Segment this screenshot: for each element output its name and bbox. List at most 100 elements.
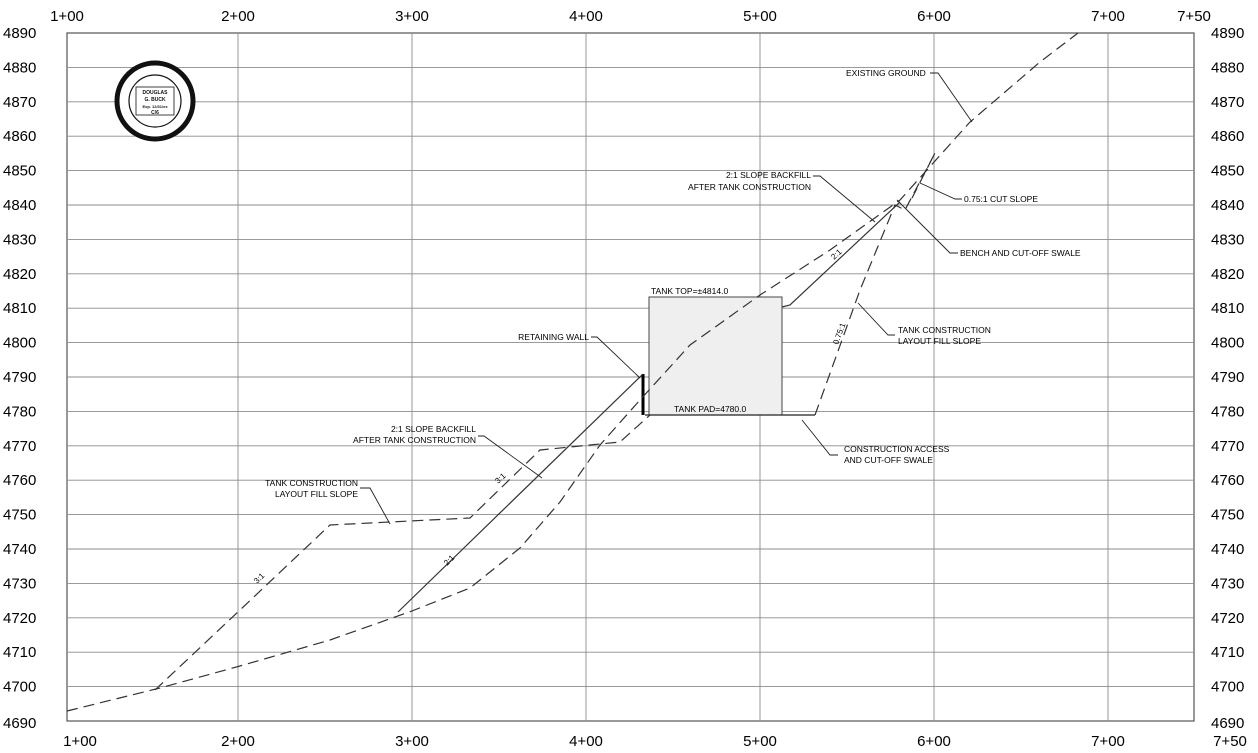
elevation-label: 4820 <box>3 266 36 283</box>
elevation-label: 4740 <box>1211 541 1244 558</box>
tank-body <box>648 296 783 416</box>
station-label: 2+00 <box>221 733 255 750</box>
leader-backfill-upper <box>813 175 876 223</box>
elevation-label: 4710 <box>1211 644 1244 661</box>
leader-construction-access <box>801 419 838 456</box>
label-backfill-lower-1: 2:1 SLOPE BACKFILL <box>391 424 476 434</box>
layout-fill-slope-right <box>814 152 936 416</box>
leader-cut-slope <box>919 182 962 200</box>
elevation-label: 4890 <box>3 25 36 42</box>
label-backfill-upper-1: 2:1 SLOPE BACKFILL <box>726 170 811 180</box>
elevation-label: 4810 <box>3 300 36 317</box>
elevation-labels-right: 4890 4880 4870 4860 4850 4840 4830 4820 … <box>1211 25 1244 732</box>
station-label: 3+00 <box>395 8 429 25</box>
station-labels-top: 1+00 2+00 3+00 4+00 5+00 6+00 7+00 7+50 <box>50 8 1211 25</box>
engineer-seal: PROFESSIONAL ENGINEER · STATE OF ARIZONA… <box>114 60 196 142</box>
elevation-label: 4730 <box>1211 575 1244 592</box>
elevation-label: 4690 <box>3 715 36 732</box>
elevation-label: 4750 <box>3 507 36 524</box>
backfill-slope-upper <box>781 201 901 308</box>
elevation-label: 4840 <box>1211 197 1244 214</box>
elevation-label: 4770 <box>1211 438 1244 455</box>
elevation-label: 4790 <box>3 369 36 386</box>
elevation-label: 4840 <box>3 197 36 214</box>
station-label: 7+00 <box>1091 8 1125 25</box>
station-label: 4+00 <box>569 733 603 750</box>
elevation-label: 4800 <box>1211 335 1244 352</box>
leader-bench <box>896 199 958 254</box>
elevation-label: 4880 <box>1211 59 1244 76</box>
station-label: 2+00 <box>221 8 255 25</box>
backfill-slope-lower <box>397 373 644 613</box>
seal-discipline: C/6 <box>151 110 159 116</box>
station-label: 5+00 <box>743 733 777 750</box>
elevation-label: 4780 <box>3 403 36 420</box>
elevation-labels-left: 4890 4880 4870 4860 4850 4840 4830 4820 … <box>3 25 36 732</box>
leader-retaining-wall <box>591 336 641 379</box>
label-existing-ground: EXISTING GROUND <box>846 68 926 78</box>
elevation-label: 4740 <box>3 541 36 558</box>
elevation-label: 4710 <box>3 644 36 661</box>
label-layout-fill-right-1: TANK CONSTRUCTION <box>898 325 991 335</box>
label-tank-top: TANK TOP=±4814.0 <box>651 286 728 296</box>
elevation-label: 4820 <box>1211 266 1244 283</box>
station-label: 6+00 <box>917 733 951 750</box>
station-label: 5+00 <box>743 8 777 25</box>
elevation-label: 4890 <box>1211 25 1244 42</box>
label-construction-access-2: AND CUT-OFF SWALE <box>844 455 933 465</box>
elevation-label: 4800 <box>3 335 36 352</box>
station-label: 3+00 <box>395 733 429 750</box>
leader-existing-ground <box>930 72 973 123</box>
elevation-label: 4690 <box>1211 715 1244 732</box>
station-label: 1+00 <box>63 733 97 750</box>
station-label: 7+00 <box>1091 733 1125 750</box>
leader-layout-fill-left <box>360 487 391 525</box>
label-bench: BENCH AND CUT-OFF SWALE <box>960 248 1081 258</box>
elevation-label: 4830 <box>3 231 36 248</box>
label-tank-pad: TANK PAD=4780.0 <box>674 404 746 414</box>
station-label: 6+00 <box>917 8 951 25</box>
elevation-label: 4870 <box>1211 94 1244 111</box>
label-cut-slope: 0.75:1 CUT SLOPE <box>964 194 1038 204</box>
elevation-label: 4760 <box>1211 472 1244 489</box>
label-layout-fill-left-1: TANK CONSTRUCTION <box>265 478 358 488</box>
elevation-label: 4720 <box>3 610 36 627</box>
elevation-label: 4750 <box>1211 507 1244 524</box>
elevation-label: 4810 <box>1211 300 1244 317</box>
label-backfill-upper-2: AFTER TANK CONSTRUCTION <box>688 182 811 192</box>
station-label: 1+00 <box>50 8 84 25</box>
label-layout-fill-left-2: LAYOUT FILL SLOPE <box>275 489 358 499</box>
elevation-label: 4830 <box>1211 231 1244 248</box>
elevation-label: 4760 <box>3 472 36 489</box>
annotations: EXISTING GROUND 2:1 SLOPE BACKFILL AFTER… <box>265 68 1081 499</box>
elevation-label: 4720 <box>1211 610 1244 627</box>
elevation-label: 4850 <box>1211 163 1244 180</box>
seal-number: No. 52086 <box>143 129 167 135</box>
leader-layout-fill-right <box>857 302 895 336</box>
leader-backfill-lower <box>478 435 543 479</box>
elevation-grid <box>67 66 1194 688</box>
seal-exp: Exp. 12/31/xx <box>142 104 168 109</box>
label-layout-fill-right-2: LAYOUT FILL SLOPE <box>898 336 981 346</box>
elevation-label: 4730 <box>3 575 36 592</box>
leader-lines <box>360 72 973 525</box>
elevation-label: 4700 <box>3 679 36 696</box>
label-retaining-wall: RETAINING WALL <box>518 332 589 342</box>
elevation-label: 4790 <box>1211 369 1244 386</box>
elevation-label: 4880 <box>3 59 36 76</box>
layout-fill-slope-left <box>154 414 651 691</box>
elevation-label: 4860 <box>1211 128 1244 145</box>
elevation-label: 4850 <box>3 163 36 180</box>
seal-name-1: DOUGLAS <box>143 90 169 96</box>
station-label: 7+50 <box>1177 8 1211 25</box>
label-backfill-lower-2: AFTER TANK CONSTRUCTION <box>353 435 476 445</box>
label-construction-access-1: CONSTRUCTION ACCESS <box>844 444 950 454</box>
station-label: 4+00 <box>569 8 603 25</box>
elevation-label: 4700 <box>1211 679 1244 696</box>
elevation-label: 4770 <box>3 438 36 455</box>
station-labels-bottom: 1+00 2+00 3+00 4+00 5+00 6+00 7+00 7+50 <box>63 733 1247 750</box>
seal-name-2: G. BUCK <box>144 97 166 103</box>
elevation-label: 4860 <box>3 128 36 145</box>
station-label: 7+50 <box>1213 733 1247 750</box>
